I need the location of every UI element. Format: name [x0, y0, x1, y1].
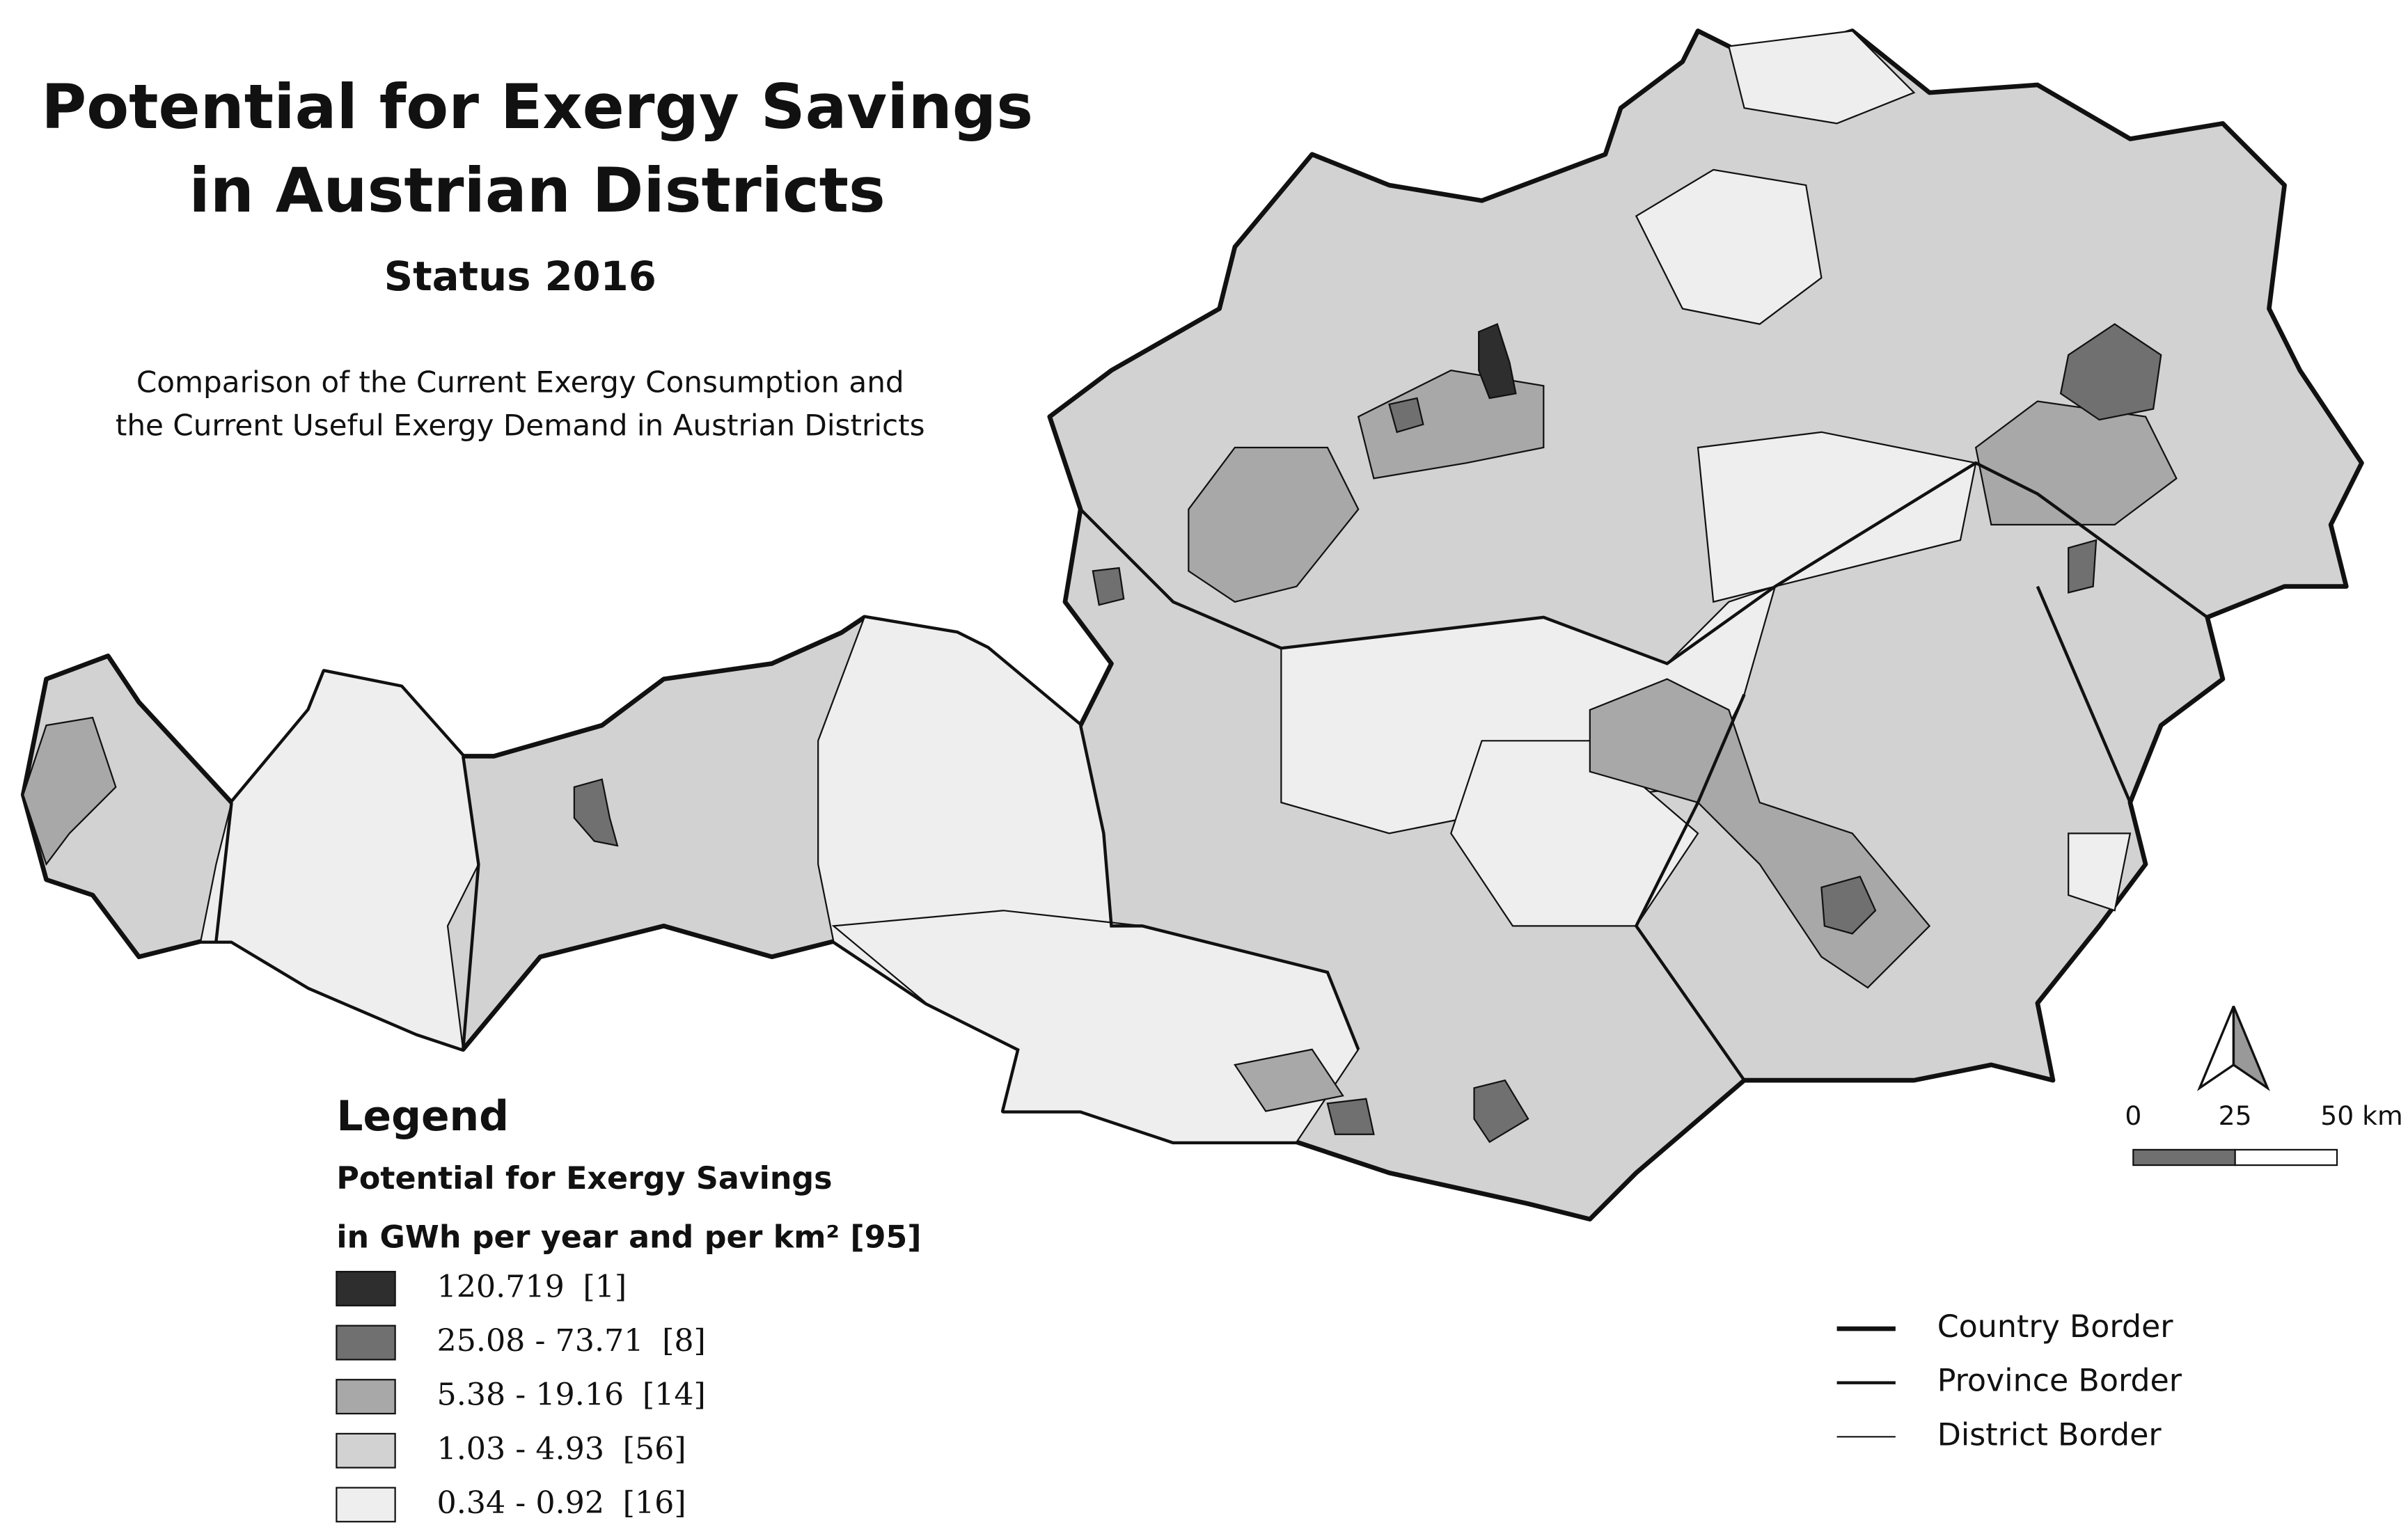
description: the Current Useful Exergy Demand in Aust…: [116, 409, 925, 443]
legend-swatch: [336, 1432, 396, 1469]
district-area: [2059, 323, 2162, 421]
legend-range: 120.719: [437, 1269, 565, 1304]
province-border: [1078, 725, 1360, 1050]
province-border: [1634, 693, 1746, 1082]
legend-count: [8]: [662, 1323, 706, 1359]
scale-label: 25: [2219, 1100, 2252, 1131]
map: [20, 29, 2364, 1221]
district-area: [1635, 168, 1823, 325]
district-area: [1974, 400, 2178, 525]
district-area: [199, 670, 480, 1051]
district-area: [2068, 539, 2098, 594]
legend-classes: 120.719 [1] 25.08 - 73.71 [8] 5.38 - 19.16 [1…: [336, 1269, 706, 1523]
legend-range: 5.38 - 19.16: [437, 1377, 624, 1412]
district-area: [1473, 1079, 1529, 1144]
legend-range: 0.34 - 0.92: [437, 1485, 605, 1520]
district-area: [1326, 1098, 1375, 1135]
title: Potential for Exergy Savings: [41, 71, 1033, 143]
scale-segment: [2132, 1148, 2236, 1167]
legend-label: 1.03 - 4.93 [56]: [437, 1431, 686, 1466]
legend-label: 25.08 - 73.71 [8]: [437, 1323, 706, 1359]
scale-labels: 0 25 50 km: [2125, 1100, 2402, 1131]
legend-swatch: [336, 1379, 396, 1415]
province-border: [1079, 461, 2209, 665]
province-border: [461, 756, 480, 1050]
scale-bar: [2132, 1148, 2338, 1167]
border-label: Province Border: [1937, 1363, 2182, 1399]
district-area: [1697, 431, 1977, 603]
legend-label: 0.34 - 0.92 [16]: [437, 1485, 686, 1520]
province-border: [214, 802, 233, 942]
district-area: [1234, 1048, 1344, 1112]
legend-count: [1]: [583, 1269, 627, 1304]
scale-label: 50 km: [2320, 1100, 2402, 1131]
legend-range: 25.08 - 73.71: [437, 1323, 644, 1359]
description: Comparison of the Current Exergy Consump…: [136, 365, 904, 400]
district-area: [1478, 323, 1517, 400]
legend-count: [14]: [643, 1377, 706, 1412]
district-area: [1388, 397, 1424, 434]
district-area: [1092, 567, 1125, 606]
title: in Austrian Districts: [189, 155, 885, 226]
district-area: [1188, 446, 1360, 603]
legend-swatch: [336, 1487, 396, 1523]
legend-count: [16]: [623, 1485, 686, 1520]
legend-swatch: [336, 1270, 396, 1306]
legend-label: 120.719 [1]: [437, 1269, 627, 1304]
north-arrow: [2196, 1006, 2270, 1091]
district-area: [831, 910, 1360, 1143]
border-label: Country Border: [1937, 1309, 2174, 1345]
legend-range: 1.03 - 4.93: [437, 1431, 605, 1466]
district-area: [1728, 30, 1916, 125]
scale-label: 0: [2125, 1100, 2141, 1131]
province-border: [2036, 585, 2132, 803]
border-legend: Country Border Province Border District Bo…: [1836, 1309, 2182, 1453]
legend-label: 5.38 - 19.16 [14]: [437, 1377, 706, 1412]
scale-segment: [2234, 1148, 2338, 1167]
district-area: [573, 778, 619, 847]
legend-swatch: [336, 1325, 396, 1361]
district-area: [22, 716, 117, 867]
legend-subtitle: in GWh per year and per km² [95]: [336, 1219, 921, 1255]
district-area: [2068, 832, 2132, 912]
status: Status 2016: [384, 253, 656, 300]
district-area: [1820, 876, 1877, 935]
north-arrow-right: [2232, 1006, 2270, 1091]
legend-count: [56]: [623, 1431, 686, 1466]
north-arrow-left: [2196, 1006, 2235, 1091]
border-label: District Border: [1937, 1417, 2162, 1453]
legend-title: Legend: [336, 1092, 509, 1141]
legend-subtitle: Potential for Exergy Savings: [336, 1161, 832, 1196]
